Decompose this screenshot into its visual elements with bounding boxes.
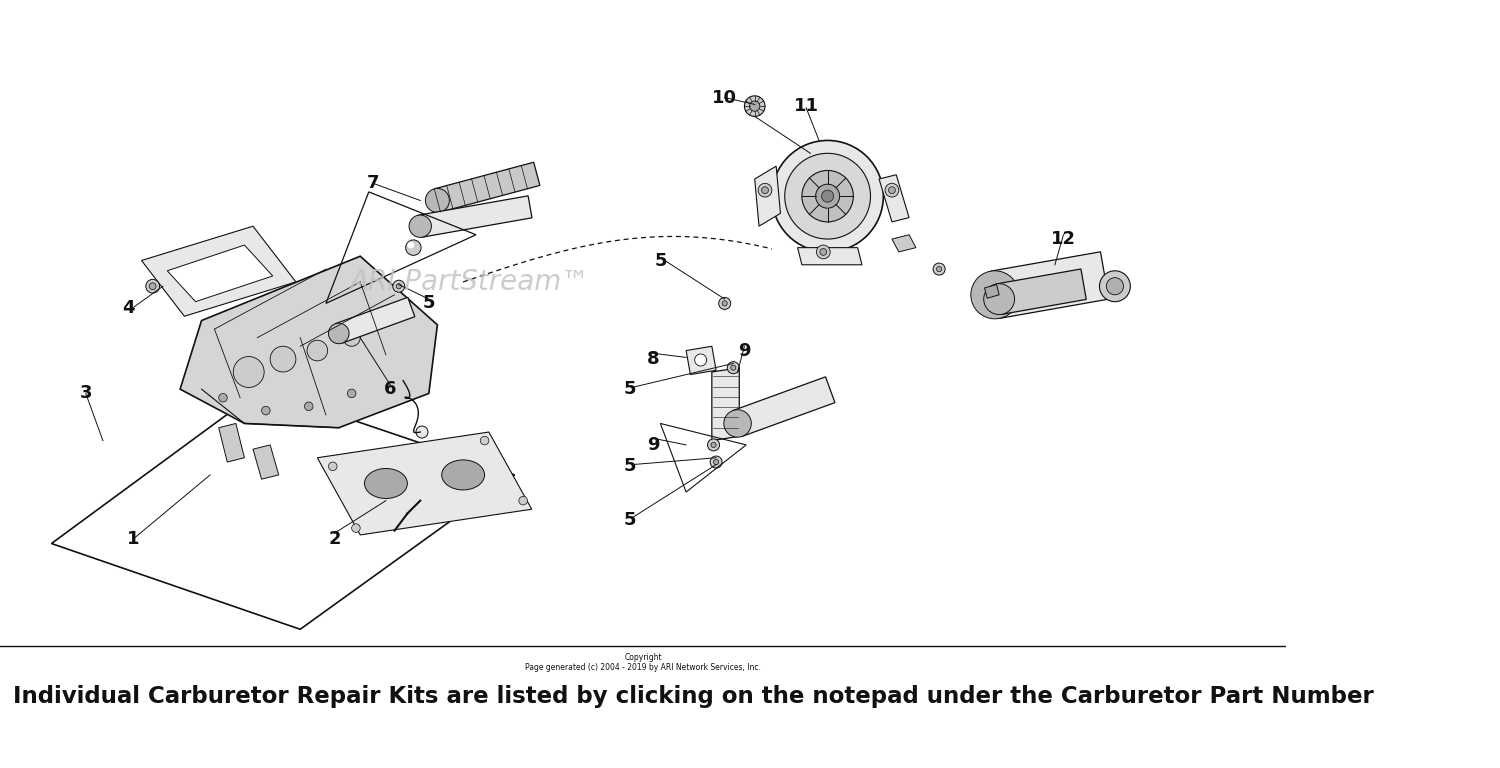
Polygon shape (990, 252, 1108, 319)
Text: 9: 9 (738, 342, 750, 359)
Circle shape (410, 215, 432, 237)
Polygon shape (996, 269, 1086, 314)
Circle shape (304, 402, 313, 411)
Text: 10: 10 (712, 88, 736, 107)
Polygon shape (180, 257, 438, 428)
Circle shape (730, 365, 736, 370)
Polygon shape (734, 377, 836, 436)
Circle shape (936, 266, 942, 272)
Text: 3: 3 (80, 385, 92, 402)
Text: 5: 5 (624, 457, 636, 475)
Circle shape (722, 301, 728, 306)
Circle shape (1100, 271, 1131, 302)
Ellipse shape (364, 468, 408, 498)
Text: 11: 11 (794, 97, 819, 115)
Polygon shape (984, 284, 999, 298)
Circle shape (710, 456, 722, 468)
Circle shape (772, 141, 883, 252)
Circle shape (714, 459, 718, 465)
Text: 5: 5 (624, 511, 636, 529)
Circle shape (393, 280, 405, 293)
Text: 5: 5 (423, 294, 435, 313)
Circle shape (728, 362, 740, 374)
Circle shape (724, 410, 752, 437)
Circle shape (234, 356, 264, 387)
Circle shape (480, 436, 489, 445)
Circle shape (148, 283, 156, 290)
Text: 1: 1 (126, 530, 140, 548)
Text: 4: 4 (123, 299, 135, 316)
Circle shape (416, 426, 428, 438)
Polygon shape (141, 227, 296, 316)
Text: 5: 5 (624, 380, 636, 398)
Circle shape (519, 496, 528, 505)
Circle shape (396, 283, 402, 289)
Circle shape (405, 240, 422, 255)
Text: 8: 8 (646, 350, 660, 368)
Circle shape (762, 187, 768, 194)
Circle shape (822, 190, 834, 202)
Polygon shape (334, 297, 416, 343)
Polygon shape (798, 247, 862, 265)
Circle shape (744, 96, 765, 117)
Text: 12: 12 (1052, 230, 1076, 248)
Circle shape (308, 340, 327, 361)
Circle shape (146, 280, 159, 293)
Circle shape (408, 242, 414, 249)
Circle shape (1107, 278, 1124, 295)
Circle shape (933, 263, 945, 275)
Circle shape (708, 439, 720, 451)
Circle shape (718, 297, 730, 310)
Circle shape (348, 389, 355, 398)
Circle shape (984, 283, 1014, 315)
Circle shape (816, 184, 840, 208)
Polygon shape (712, 368, 740, 441)
Circle shape (694, 354, 706, 366)
Circle shape (816, 245, 830, 259)
Polygon shape (219, 423, 245, 462)
Polygon shape (686, 346, 716, 375)
Circle shape (351, 524, 360, 532)
Circle shape (888, 187, 896, 194)
Circle shape (802, 170, 853, 222)
Circle shape (885, 184, 898, 197)
Polygon shape (318, 432, 531, 535)
Circle shape (261, 406, 270, 415)
Circle shape (970, 271, 1018, 319)
Text: ARI PartStream™: ARI PartStream™ (350, 269, 590, 296)
Circle shape (328, 462, 338, 471)
Text: Page generated (c) 2004 - 2019 by ARI Network Services, Inc.: Page generated (c) 2004 - 2019 by ARI Ne… (525, 663, 760, 671)
Circle shape (821, 249, 827, 255)
Text: 7: 7 (368, 174, 380, 192)
Text: Individual Carburetor Repair Kits are listed by clicking on the notepad under th: Individual Carburetor Repair Kits are li… (13, 685, 1374, 707)
Circle shape (750, 101, 760, 111)
Polygon shape (879, 175, 909, 222)
Circle shape (219, 393, 228, 402)
Circle shape (270, 346, 296, 372)
Polygon shape (254, 445, 279, 479)
Text: 6: 6 (384, 380, 396, 398)
Polygon shape (419, 196, 532, 237)
Text: 5: 5 (654, 251, 666, 270)
Circle shape (344, 329, 360, 346)
Polygon shape (892, 235, 916, 252)
Text: 9: 9 (648, 436, 660, 454)
Circle shape (328, 323, 350, 344)
Text: 2: 2 (328, 530, 340, 548)
Circle shape (784, 154, 870, 239)
Polygon shape (754, 166, 780, 227)
Ellipse shape (441, 460, 485, 490)
Circle shape (711, 442, 716, 448)
Circle shape (758, 184, 772, 197)
Circle shape (426, 188, 450, 213)
Polygon shape (166, 245, 273, 302)
Polygon shape (435, 162, 540, 212)
Text: Copyright: Copyright (624, 653, 662, 662)
